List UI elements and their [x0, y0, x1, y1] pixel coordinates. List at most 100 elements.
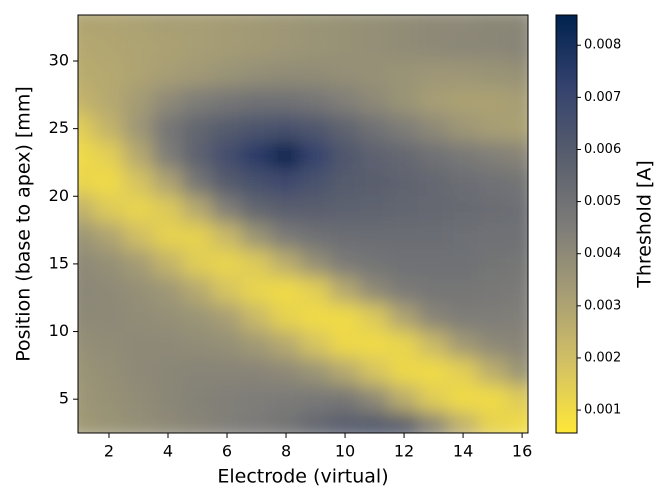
heatmap-cell: [93, 87, 125, 116]
heatmap-cell: [447, 249, 479, 278]
heatmap-cell: [270, 141, 302, 170]
heatmap-cell: [388, 60, 420, 89]
heatmap-cell: [93, 168, 125, 197]
heatmap-cell: [270, 60, 302, 89]
heatmap-cell: [418, 385, 449, 414]
heatmap-cell: [300, 249, 331, 278]
heatmap-cell: [388, 385, 420, 414]
heatmap-cells: [78, 15, 528, 433]
heatmap-cell: [78, 195, 95, 224]
heatmap-cell: [329, 331, 361, 360]
heatmap-cell: [506, 331, 528, 360]
heatmap-cell: [359, 87, 390, 116]
heatmap-cell: [506, 33, 528, 62]
heatmap-cell: [270, 195, 302, 224]
heatmap-cell: [152, 358, 184, 387]
heatmap-cell: [211, 33, 243, 62]
x-tick-label: 10: [335, 442, 355, 461]
heatmap-cell: [300, 60, 331, 89]
heatmap-cell: [78, 15, 95, 35]
heatmap-cell: [211, 222, 243, 251]
heatmap-cell: [418, 60, 449, 89]
heatmap-cell: [123, 249, 154, 278]
heatmap-cell: [270, 276, 302, 305]
heatmap-cell: [359, 385, 390, 414]
heatmap-cell: [241, 358, 272, 387]
heatmap-cell: [388, 141, 420, 170]
heatmap-cell: [329, 412, 361, 433]
heatmap-cell: [78, 222, 95, 251]
heatmap-cell: [270, 358, 302, 387]
heatmap-cell: [447, 33, 479, 62]
heatmap-cell: [123, 303, 154, 333]
heatmap-cell: [241, 412, 272, 433]
heatmap-cell: [152, 276, 184, 305]
heatmap-cell: [182, 331, 213, 360]
heatmap-cell: [182, 385, 213, 414]
heatmap-cell: [270, 249, 302, 278]
heatmap-cell: [506, 60, 528, 89]
heatmap-cell: [182, 412, 213, 433]
x-tick-label: 2: [104, 442, 114, 461]
heatmap-cell: [300, 168, 331, 197]
heatmap-cell: [447, 87, 479, 116]
heatmap-cell: [506, 15, 528, 35]
heatmap-cell: [78, 412, 95, 433]
heatmap-cell: [477, 331, 508, 360]
heatmap-cell: [182, 114, 213, 143]
heatmap-cell: [359, 168, 390, 197]
heatmap-cell: [477, 222, 508, 251]
heatmap-cell: [211, 412, 243, 433]
heatmap-cell: [241, 87, 272, 116]
heatmap-cell: [152, 249, 184, 278]
heatmap-cell: [329, 385, 361, 414]
heatmap-cell: [359, 141, 390, 170]
heatmap-cell: [477, 114, 508, 143]
heatmap-cell: [506, 303, 528, 333]
colorbar-tick-label: 0.007: [584, 90, 621, 105]
heatmap-cell: [506, 141, 528, 170]
heatmap-cell: [78, 141, 95, 170]
heatmap-cell: [300, 15, 331, 35]
heatmap-cell: [211, 168, 243, 197]
heatmap-cell: [182, 60, 213, 89]
heatmap-cell: [300, 358, 331, 387]
heatmap-cell: [388, 33, 420, 62]
heatmap-cell: [93, 114, 125, 143]
heatmap-cell: [300, 331, 331, 360]
heatmap-cell: [182, 222, 213, 251]
heatmap-cell: [359, 195, 390, 224]
heatmap-cell: [123, 15, 154, 35]
heatmap-cell: [123, 141, 154, 170]
heatmap-cell: [93, 195, 125, 224]
heatmap-cell: [300, 222, 331, 251]
heatmap-cell: [78, 114, 95, 143]
heatmap-cell: [123, 33, 154, 62]
heatmap-cell: [300, 141, 331, 170]
heatmap-cell: [418, 222, 449, 251]
heatmap-cell: [241, 60, 272, 89]
heatmap-cell: [329, 168, 361, 197]
heatmap-cell: [418, 358, 449, 387]
heatmap-cell: [123, 385, 154, 414]
heatmap-cell: [93, 60, 125, 89]
heatmap-cell: [300, 87, 331, 116]
heatmap-cell: [270, 87, 302, 116]
colorbar-tick-label: 0.005: [584, 194, 621, 209]
heatmap-cell: [418, 331, 449, 360]
heatmap-cell: [241, 303, 272, 333]
heatmap-cell: [93, 222, 125, 251]
heatmap-cell: [418, 141, 449, 170]
heatmap-cell: [93, 385, 125, 414]
heatmap-cell: [123, 114, 154, 143]
heatmap-cell: [78, 87, 95, 116]
heatmap-cell: [123, 276, 154, 305]
heatmap-cell: [123, 222, 154, 251]
heatmap-cell: [447, 358, 479, 387]
heatmap-cell: [477, 141, 508, 170]
heatmap-cell: [182, 141, 213, 170]
heatmap-cell: [388, 249, 420, 278]
heatmap-cell: [477, 249, 508, 278]
heatmap-cell: [418, 114, 449, 143]
